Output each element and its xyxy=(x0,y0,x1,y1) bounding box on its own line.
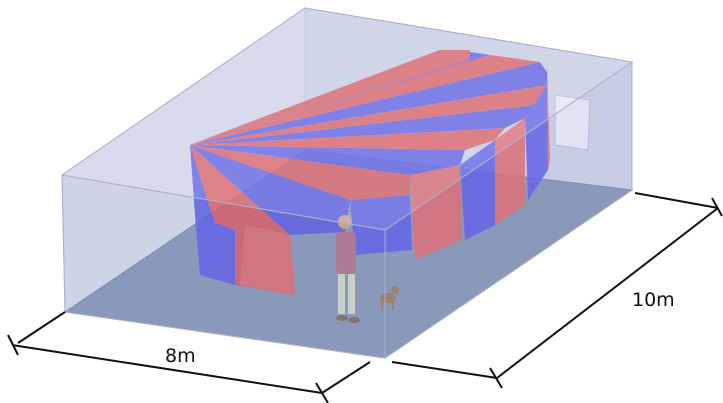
torso xyxy=(336,232,356,274)
beam-end xyxy=(195,215,235,285)
dog-leg xyxy=(381,300,383,310)
width-label: 8m xyxy=(165,345,196,367)
dimension-lines: 8m 10m xyxy=(7,192,723,403)
beam-red xyxy=(190,128,505,150)
dog-leg xyxy=(392,300,394,310)
depth-label: 10m xyxy=(632,289,675,311)
room-front xyxy=(60,7,634,359)
beam-blue xyxy=(190,145,465,175)
coverage-fan xyxy=(190,50,550,295)
tick xyxy=(711,197,723,217)
beam-red xyxy=(190,145,410,200)
tick xyxy=(7,334,19,356)
extension-line xyxy=(321,361,371,394)
beam-end xyxy=(525,85,548,200)
ceiling xyxy=(60,7,634,231)
shoe xyxy=(348,317,360,323)
leg xyxy=(338,274,345,314)
extension-line xyxy=(391,361,498,379)
beam-red xyxy=(190,50,470,145)
person xyxy=(336,215,360,323)
extension-line xyxy=(634,192,719,209)
tick xyxy=(489,367,503,389)
beam-end xyxy=(547,60,550,170)
beam-end xyxy=(460,140,495,240)
extension-line xyxy=(17,311,66,344)
beam-end xyxy=(350,195,412,255)
dog xyxy=(380,286,399,310)
depth-line xyxy=(496,207,719,379)
beam-end xyxy=(410,165,462,260)
beam-blue xyxy=(190,145,350,235)
beam-red xyxy=(190,55,540,145)
beam-end xyxy=(240,225,295,295)
beam-blue xyxy=(190,62,547,145)
beam-end xyxy=(495,118,525,225)
shoe xyxy=(336,315,348,321)
head xyxy=(338,215,352,229)
width-line xyxy=(11,344,323,394)
leg xyxy=(348,274,355,314)
dog-head xyxy=(391,286,399,294)
